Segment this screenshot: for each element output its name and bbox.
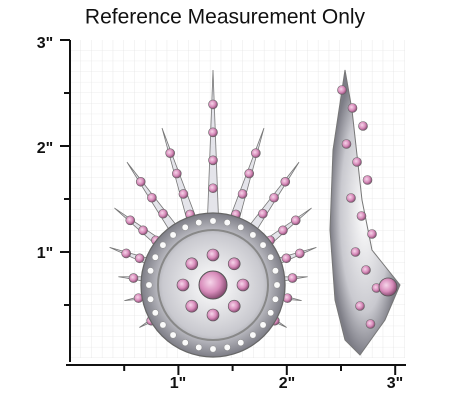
vertical-label: 1" [37,245,53,262]
stone [259,241,267,249]
stone [159,241,167,249]
crystal [134,253,145,264]
crystal [165,148,175,158]
crystal [244,168,255,179]
crystal [251,148,261,158]
stone [181,223,189,231]
crystal [237,189,248,199]
stone [237,223,245,231]
stone [147,267,155,275]
stone [223,343,231,351]
crystal [355,301,365,311]
crystal [350,247,361,257]
crystal [125,215,136,226]
crystal [295,248,305,259]
vertical-label: 2" [37,140,53,157]
crystal [378,277,398,297]
stone [181,339,189,347]
crystal [178,189,189,199]
crystal [185,299,199,313]
title: Reference Measurement Only [85,6,366,29]
crystal [337,85,347,95]
crystal [278,225,288,236]
crystal [367,229,377,239]
stone [195,343,203,351]
stone [151,253,159,261]
crystal [147,192,157,203]
crystal [347,103,358,113]
stone [169,331,177,339]
crystal [208,155,218,166]
crystal [281,253,292,264]
crystal [158,208,168,219]
crystal [365,319,376,329]
stone [169,231,177,239]
vertical-label: 3" [37,35,53,52]
crystal [208,183,218,194]
crystal [287,273,298,283]
ruler-ticks [60,39,397,375]
crystal [227,257,241,271]
crystal [258,208,268,219]
crystal [236,278,250,292]
crystal [280,176,291,187]
stone [271,295,279,303]
crystal [121,248,131,259]
crystal [361,265,371,275]
stone [267,309,275,317]
stone [271,267,279,275]
crystal [206,308,220,322]
stone [273,281,281,289]
stone [145,281,153,289]
stone [223,219,231,227]
stone [147,295,155,303]
horizontal-label: 2" [279,375,295,392]
horizontal-label: 3" [387,375,403,392]
crystal [358,121,368,131]
crystal [208,127,218,138]
stone [159,321,167,329]
crystal [227,299,241,313]
stone [151,309,159,317]
crystal [138,225,148,236]
crystal [171,168,182,179]
stone [237,339,245,347]
stone [267,253,275,261]
crystal [346,193,356,203]
disc-ring [157,229,269,341]
crystal [362,175,373,185]
crystal [135,176,146,187]
stone [259,321,267,329]
stone [209,345,217,353]
stone [195,219,203,227]
crystal [356,211,367,221]
crystal [352,157,362,167]
stone [249,231,257,239]
crystal [208,99,218,110]
horizontal-label: 1" [170,375,186,392]
crystal [290,215,301,226]
stone [209,217,217,225]
crystal [185,257,199,271]
stone [249,331,257,339]
center-stone [198,270,228,300]
crystal [206,248,220,262]
crystal [176,278,190,292]
crystal [269,192,279,203]
crystal [128,273,139,283]
crystal [341,139,352,149]
brooch [109,69,401,358]
